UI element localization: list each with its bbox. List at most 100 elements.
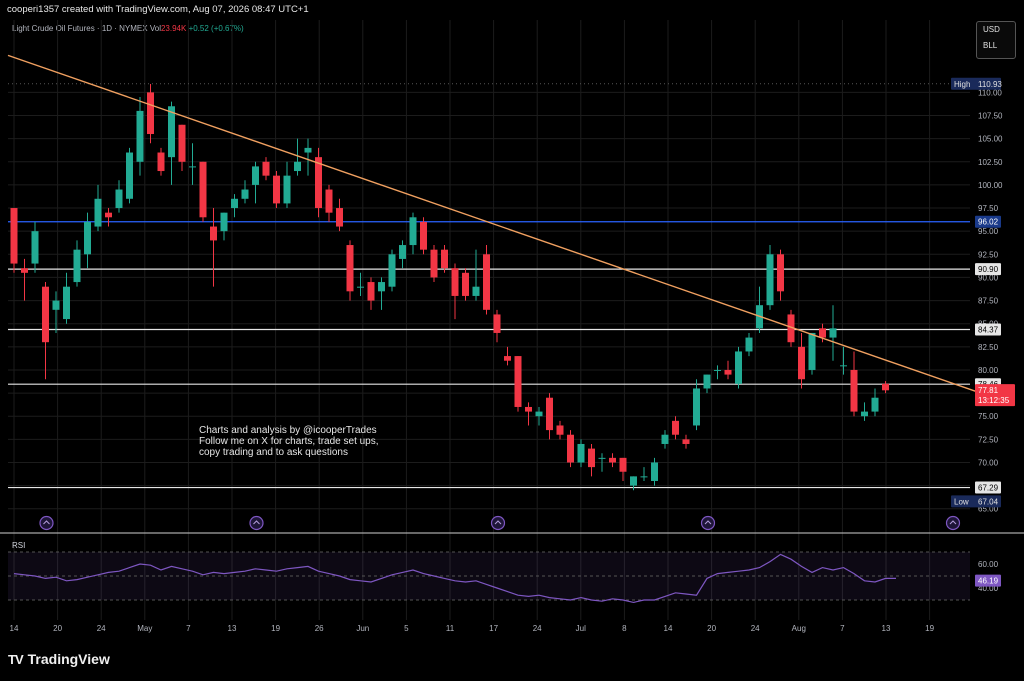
candle-up[interactable] bbox=[73, 249, 81, 283]
candle-down[interactable] bbox=[336, 208, 343, 227]
candle-down[interactable] bbox=[619, 457, 627, 472]
rsi-line[interactable] bbox=[13, 553, 896, 604]
candle-up[interactable] bbox=[252, 166, 259, 185]
candle-down[interactable] bbox=[672, 420, 679, 435]
candle-down[interactable] bbox=[21, 268, 28, 273]
candle-down[interactable] bbox=[567, 434, 574, 463]
candle-down[interactable] bbox=[273, 175, 280, 204]
candle-up[interactable] bbox=[630, 476, 637, 486]
last-price-badge[interactable] bbox=[975, 384, 1015, 407]
candle-up[interactable] bbox=[693, 388, 700, 426]
candle-up[interactable] bbox=[31, 231, 39, 264]
candle-up[interactable] bbox=[871, 397, 879, 412]
candle-up[interactable] bbox=[808, 332, 816, 370]
candle-up[interactable] bbox=[703, 374, 711, 389]
candle-up[interactable] bbox=[829, 328, 837, 338]
candle-down[interactable] bbox=[451, 268, 459, 296]
candle-up[interactable] bbox=[577, 443, 585, 463]
event-marker-icon[interactable] bbox=[700, 515, 716, 531]
event-marker-icon[interactable] bbox=[39, 515, 54, 531]
candle-up[interactable] bbox=[766, 254, 774, 306]
candle-up[interactable] bbox=[861, 411, 868, 417]
candle-down[interactable] bbox=[483, 254, 490, 310]
candle-down[interactable] bbox=[556, 425, 564, 435]
candle-down[interactable] bbox=[325, 189, 333, 213]
candle-down[interactable] bbox=[850, 369, 858, 412]
candle-up[interactable] bbox=[409, 217, 417, 246]
candle-up[interactable] bbox=[231, 198, 238, 209]
candle-down[interactable] bbox=[462, 272, 469, 296]
candle-down[interactable] bbox=[346, 245, 354, 292]
candle-up[interactable] bbox=[840, 365, 847, 367]
candle-down[interactable] bbox=[777, 254, 784, 292]
currency-unit-selector[interactable]: USD BLL bbox=[976, 21, 1016, 59]
candle-up[interactable] bbox=[63, 286, 70, 320]
candle-down[interactable] bbox=[441, 249, 448, 269]
candle-down[interactable] bbox=[199, 161, 207, 218]
candle-up[interactable] bbox=[745, 337, 753, 352]
rsi-current-value: 46.19 bbox=[978, 577, 999, 586]
candle-up[interactable] bbox=[304, 147, 312, 153]
candle-down[interactable] bbox=[367, 282, 375, 301]
candle-down[interactable] bbox=[819, 328, 826, 338]
candle-up[interactable] bbox=[472, 286, 480, 296]
candle-down[interactable] bbox=[10, 208, 18, 264]
candle-up[interactable] bbox=[661, 434, 669, 444]
candle-up[interactable] bbox=[714, 369, 721, 371]
candle-up[interactable] bbox=[651, 462, 658, 481]
candle-down[interactable] bbox=[798, 346, 805, 380]
candle-up[interactable] bbox=[52, 300, 60, 310]
candle-down[interactable] bbox=[178, 124, 186, 162]
candle-up[interactable] bbox=[189, 166, 196, 168]
candle-down[interactable] bbox=[682, 439, 690, 444]
candle-down[interactable] bbox=[430, 249, 438, 278]
candle-up[interactable] bbox=[220, 212, 228, 232]
candle-down[interactable] bbox=[546, 397, 553, 431]
candle-up[interactable] bbox=[84, 221, 91, 255]
candle-down[interactable] bbox=[525, 406, 532, 412]
candle-down[interactable] bbox=[787, 314, 795, 343]
candle-down[interactable] bbox=[210, 226, 217, 241]
candle-up[interactable] bbox=[294, 161, 301, 172]
candle-up[interactable] bbox=[136, 110, 144, 162]
candle-down[interactable] bbox=[42, 286, 49, 343]
candle-down[interactable] bbox=[588, 448, 595, 468]
date-tick-label: 24 bbox=[751, 624, 760, 633]
event-marker-arrow-icon bbox=[253, 520, 260, 525]
date-tick-label: 19 bbox=[271, 624, 280, 633]
candle-down[interactable] bbox=[315, 157, 322, 209]
descending-trendline[interactable] bbox=[7, 54, 981, 394]
candle-down[interactable] bbox=[504, 356, 511, 361]
candle-up[interactable] bbox=[735, 351, 742, 384]
candle-down[interactable] bbox=[262, 161, 270, 176]
candle-down[interactable] bbox=[147, 92, 154, 135]
candle-up[interactable] bbox=[535, 411, 543, 417]
candle-down[interactable] bbox=[157, 152, 165, 172]
candle-up[interactable] bbox=[399, 245, 406, 259]
candle-up[interactable] bbox=[168, 106, 175, 158]
event-marker-icon[interactable] bbox=[945, 515, 961, 531]
candle-down[interactable] bbox=[105, 212, 112, 218]
last-price-value: 77.81 bbox=[978, 386, 999, 395]
candle-up[interactable] bbox=[94, 198, 102, 227]
tradingview-brand[interactable]: TV TradingView bbox=[8, 651, 110, 667]
candle-up[interactable] bbox=[640, 476, 648, 478]
candle-up[interactable] bbox=[357, 286, 364, 288]
candle-down[interactable] bbox=[882, 383, 889, 391]
candle-up[interactable] bbox=[283, 175, 291, 204]
candle-up[interactable] bbox=[378, 282, 385, 292]
candle-down[interactable] bbox=[420, 221, 427, 250]
event-marker-icon[interactable] bbox=[490, 515, 506, 531]
symbol-name[interactable]: Light Crude Oil Futures · 1D · NYMEX bbox=[12, 24, 148, 33]
candle-down[interactable] bbox=[609, 457, 616, 463]
candle-up[interactable] bbox=[241, 189, 249, 199]
candle-up[interactable] bbox=[388, 254, 396, 287]
event-marker-icon[interactable] bbox=[249, 515, 264, 531]
candle-up[interactable] bbox=[598, 457, 606, 459]
candle-down[interactable] bbox=[514, 356, 522, 407]
candle-down[interactable] bbox=[493, 314, 501, 333]
candle-up[interactable] bbox=[115, 189, 123, 209]
candle-up[interactable] bbox=[126, 152, 133, 199]
candle-down[interactable] bbox=[724, 369, 732, 375]
